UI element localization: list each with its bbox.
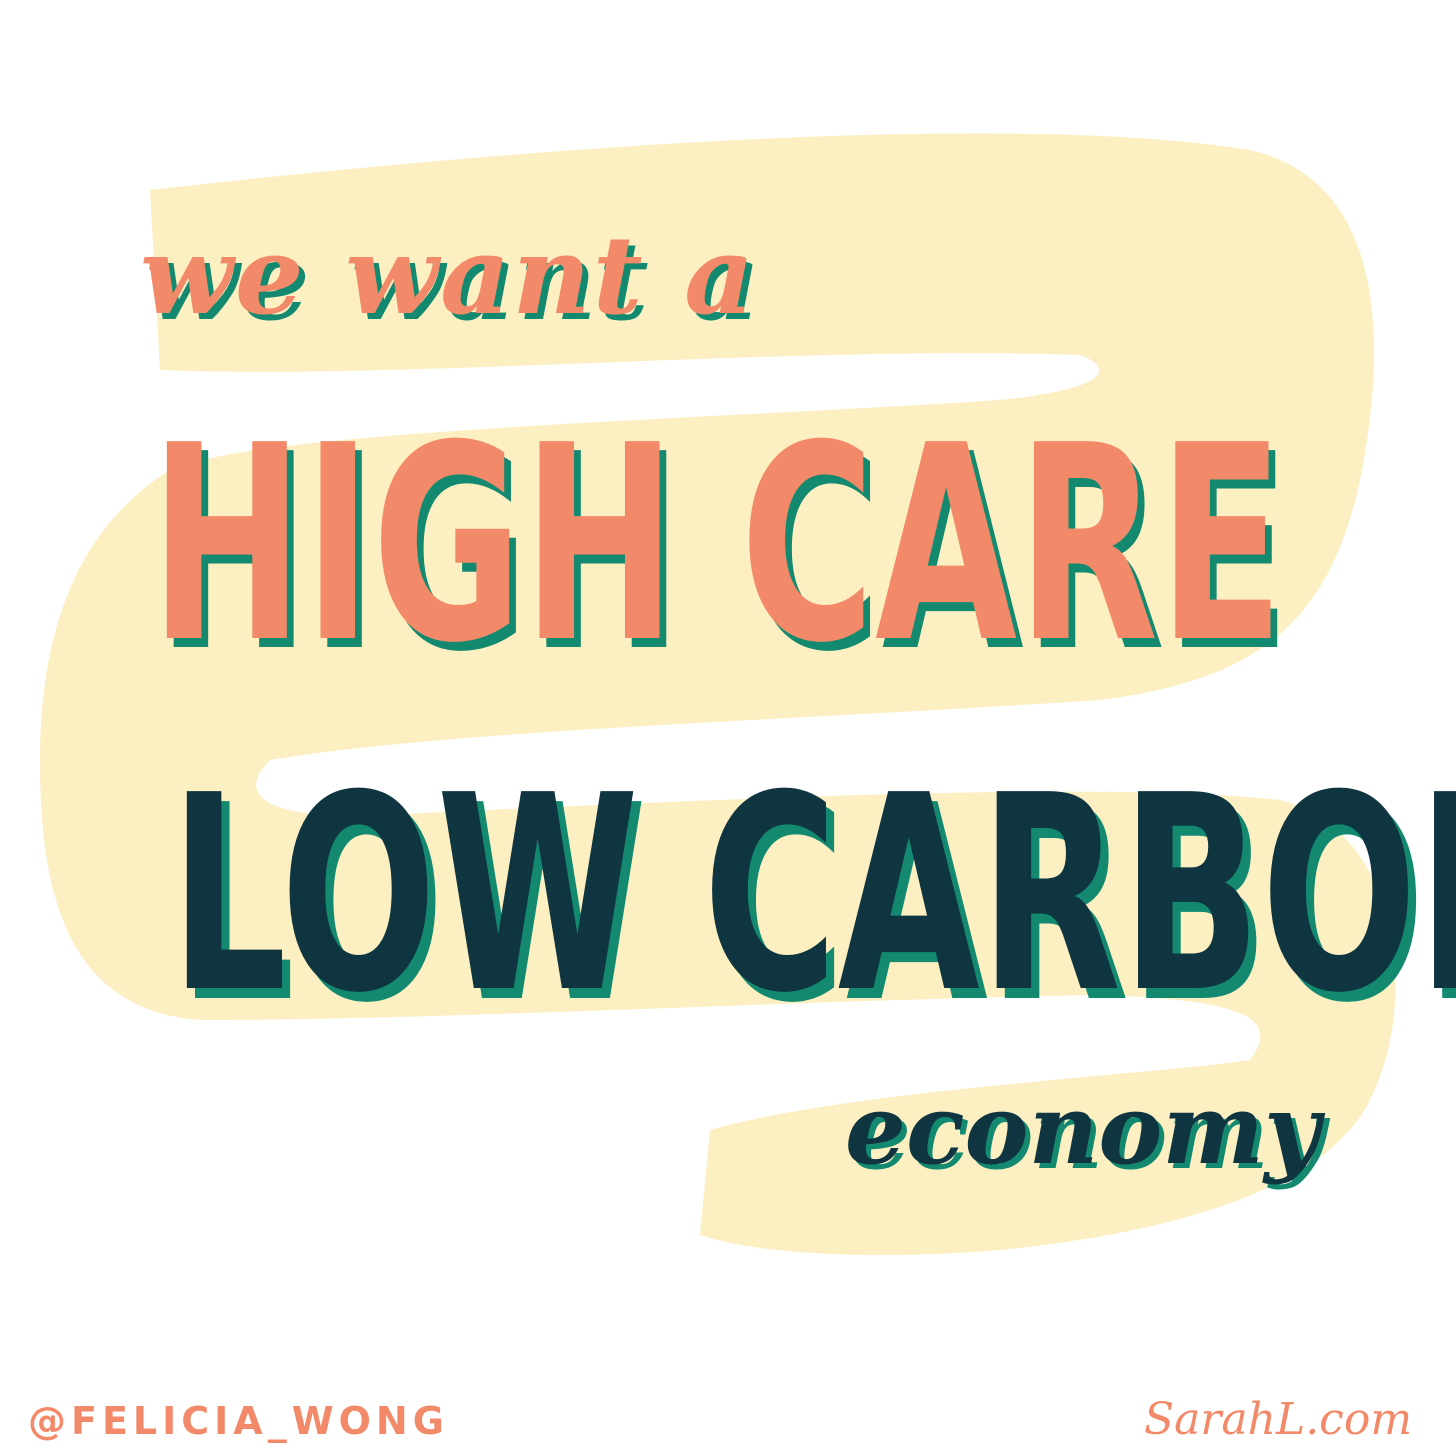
headline-economy: economy xyxy=(845,1073,1320,1186)
headline-high-care: HIGH CARE xyxy=(150,387,1284,702)
tagline-text: we want a xyxy=(140,213,757,339)
site-credit: SarahL.com xyxy=(1144,1394,1413,1445)
headline-low-carbon: LOW CARBON xyxy=(170,737,1456,1052)
artist-credit: @FELICIA_WONG xyxy=(28,1399,449,1443)
brushstroke-swoosh xyxy=(40,133,1396,1256)
